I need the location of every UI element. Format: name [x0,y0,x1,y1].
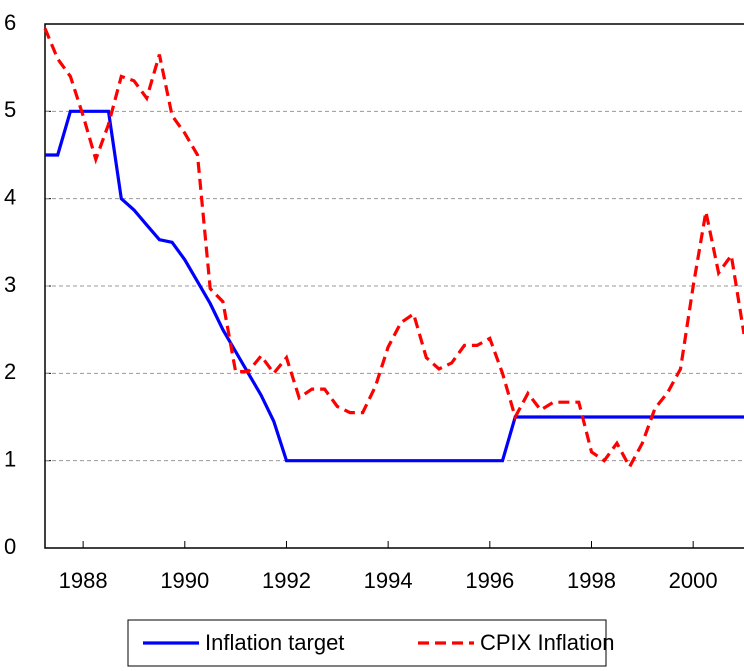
x-tick-label: 1990 [160,568,209,593]
x-tick-label: 1992 [262,568,311,593]
y-tick-label: 3 [4,272,16,297]
legend-label: CPIX Inflation [480,630,615,655]
plot-frame [44,23,744,549]
x-tick-label: 2000 [669,568,718,593]
legend-label: Inflation target [205,630,344,655]
x-tick-label: 1996 [465,568,514,593]
y-tick-label: 1 [4,446,16,471]
y-tick-label: 6 [4,10,16,35]
y-tick-label: 0 [4,534,16,559]
y-tick-label: 4 [4,184,16,209]
x-tick-label: 1988 [59,568,108,593]
y-tick-label: 2 [4,359,16,384]
series-line [43,27,744,471]
x-tick-label: 1994 [364,568,413,593]
series-line [45,109,744,463]
y-tick-label: 5 [4,97,16,122]
x-tick-label: 1998 [567,568,616,593]
legend-box [127,619,607,667]
